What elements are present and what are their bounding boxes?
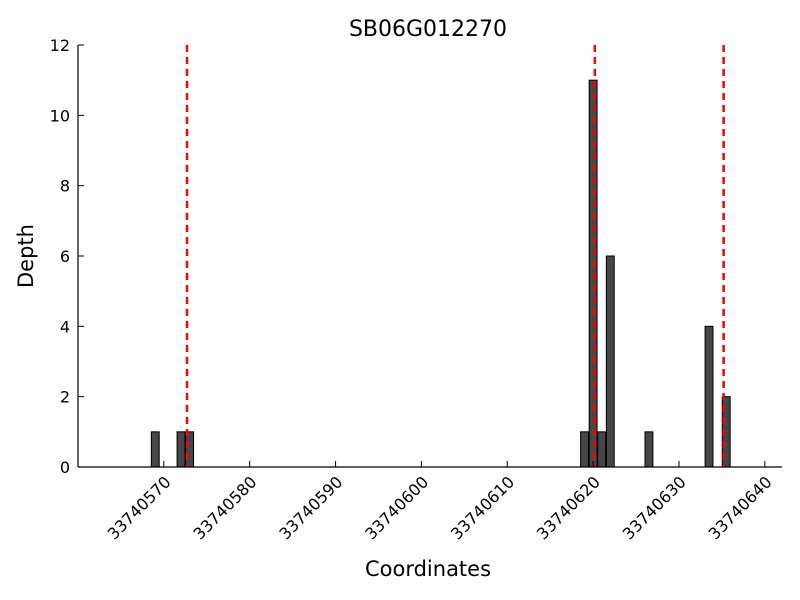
bar-0 [150, 431, 160, 468]
y-tick-label-6: 12 [50, 36, 70, 55]
x-tick-label-1: 33740580 [190, 472, 261, 543]
y-axis-label: Depth [14, 224, 38, 288]
bar-8 [704, 325, 714, 468]
x-tick-label-6: 33740630 [619, 472, 690, 543]
chart-title: SB06G012270 [349, 17, 507, 42]
x-tick-label-2: 33740590 [275, 472, 346, 543]
x-axis-label: Coordinates [365, 557, 491, 581]
bar-5 [597, 431, 607, 468]
y-tick-label-5: 10 [50, 106, 70, 125]
y-tick-label-4: 8 [60, 177, 70, 196]
bar-7 [644, 431, 654, 468]
bar-6 [605, 255, 615, 468]
y-axis: 0 2 4 6 8 10 12 [50, 36, 84, 477]
x-tick-label-3: 33740600 [361, 472, 432, 543]
x-axis: 33740570 33740580 33740590 33740600 33740610… [78, 461, 782, 543]
y-tick-label-0: 0 [60, 458, 70, 477]
x-tick-label-4: 33740610 [447, 472, 518, 543]
y-tick-label-3: 6 [60, 247, 70, 266]
y-tick-label-2: 4 [60, 317, 70, 336]
y-tick-label-1: 2 [60, 388, 70, 407]
x-tick-label-0: 33740570 [104, 472, 175, 543]
bar-3 [580, 431, 589, 468]
x-tick-label-5: 33740620 [533, 472, 604, 543]
plot-area [150, 45, 731, 468]
bar-1 [176, 431, 186, 468]
x-tick-label-7: 33740640 [705, 472, 776, 543]
bar-2 [185, 431, 195, 468]
